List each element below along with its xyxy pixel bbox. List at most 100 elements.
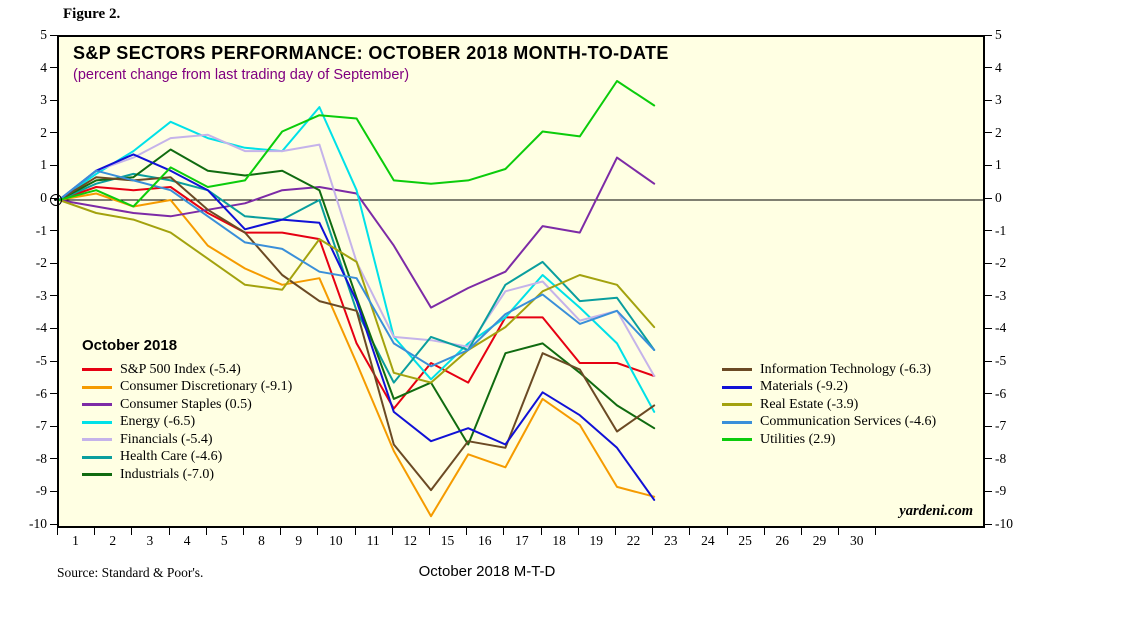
y-tick-label: -4	[995, 320, 1007, 336]
x-tick-label: 17	[515, 533, 529, 548]
x-tick-mark	[652, 528, 654, 535]
source-note: Source: Standard & Poor's.	[57, 565, 204, 580]
series-line-utilities	[59, 80, 656, 208]
y-tick-label: -3	[35, 287, 47, 303]
y-tick-label: -3	[995, 287, 1007, 303]
x-tick-mark	[763, 528, 765, 535]
legend-row-real-estate: Real Estate (-3.9)	[722, 396, 936, 414]
x-axis-labels: 1 2 3 4 5 8 9 10 11 12 15 16 17 18 19 22 23 24 25 26 29 30	[57, 533, 985, 549]
y-tick-label: -4	[35, 320, 47, 336]
legend-label: Energy (-6.5)	[120, 414, 196, 430]
y-tick-label: -10	[995, 516, 1013, 531]
y-tick-mark	[985, 262, 992, 264]
legend-swatch	[722, 385, 752, 389]
x-tick-mark	[615, 528, 616, 535]
x-tick-mark	[317, 528, 319, 535]
legend-row-health-care: Health Care (-4.6)	[82, 449, 292, 467]
legend-column-1: S&P 500 Index (-5.4) Consumer Discretiona…	[82, 361, 292, 484]
x-tick-mark	[280, 528, 282, 535]
chart-plot-area: S&P SECTORS PERFORMANCE: OCTOBER 2018 MO…	[57, 35, 985, 528]
y-tick-label: -7	[35, 418, 47, 434]
y-tick-mark	[50, 327, 57, 329]
legend-swatch	[82, 368, 112, 372]
x-tick-mark	[131, 528, 133, 535]
y-tick-label: -2	[995, 255, 1007, 271]
y-tick-mark	[985, 490, 992, 492]
legend-swatch	[82, 455, 112, 459]
legend-swatch	[722, 368, 752, 372]
legend-label: Consumer Staples (0.5)	[120, 396, 252, 412]
x-tick-label: 16	[477, 533, 492, 548]
legend-row-utilities: Utilities (2.9)	[722, 431, 936, 449]
y-tick-mark	[985, 230, 992, 232]
legend-row-s-p-500-index: S&P 500 Index (-5.4)	[82, 361, 292, 379]
legend-swatch	[722, 438, 752, 442]
branding-yardeni: yardeni.com	[899, 503, 973, 519]
y-tick-mark	[50, 164, 57, 166]
legend-swatch	[82, 473, 112, 477]
legend-swatch	[722, 420, 752, 424]
series-line-communication-services	[59, 169, 656, 368]
legend-column-2: Information Technology (-6.3) Materials (…	[722, 361, 936, 449]
y-tick-label: 3	[40, 92, 47, 108]
x-tick-mark	[801, 528, 802, 535]
y-tick-label: 5	[995, 27, 1002, 42]
legend-label: Communication Services (-4.6)	[760, 414, 937, 430]
y-tick-mark	[50, 490, 57, 492]
x-tick-label: 19	[589, 533, 604, 548]
y-tick-mark	[985, 67, 992, 69]
x-tick-label: 24	[701, 533, 715, 548]
y-tick-mark	[50, 360, 57, 362]
x-tick-label: 12	[403, 533, 418, 548]
x-tick-mark	[875, 528, 877, 535]
y-tick-mark	[985, 425, 992, 427]
legend-label: S&P 500 Index (-5.4)	[120, 361, 241, 377]
x-tick-label: 23	[663, 533, 678, 548]
y-tick-label: 1	[995, 157, 1002, 173]
chart-title: S&P SECTORS PERFORMANCE: OCTOBER 2018 MO…	[73, 43, 669, 63]
legend-row-materials: Materials (-9.2)	[722, 379, 936, 397]
x-tick-label: 5	[220, 533, 228, 548]
legend-swatch	[82, 403, 112, 407]
y-axis-left-labels: 5 4 3 2 1 0 -1 -2 -3 -4 -5 -6 -7 -8 -9 -10	[0, 27, 47, 531]
y-tick-label: -10	[29, 516, 47, 531]
x-tick-mark	[243, 528, 244, 535]
y-tick-mark	[50, 523, 57, 525]
x-tick-mark	[391, 528, 393, 535]
y-tick-label: -5	[35, 353, 47, 368]
series-line-consumer-discretionary	[59, 192, 656, 518]
y-tick-label: 1	[40, 157, 47, 173]
y-axis-right-labels: 5 4 3 2 1 0 -1 -2 -3 -4 -5 -6 -7 -8 -9 -10	[995, 27, 1035, 531]
chart-subtitle: (percent change from last trading day of…	[73, 67, 410, 83]
legend-row-information-technology: Information Technology (-6.3)	[722, 361, 936, 379]
y-tick-mark	[50, 132, 57, 134]
x-tick-label: 10	[329, 533, 343, 548]
y-tick-label: -8	[995, 450, 1007, 466]
legend-label: Industrials (-7.0)	[120, 466, 215, 482]
x-tick-label: 9	[295, 533, 303, 548]
plot-svg	[59, 80, 983, 518]
y-tick-mark	[50, 230, 57, 232]
legend-row-communication-services: Communication Services (-4.6)	[722, 414, 936, 432]
x-tick-mark	[726, 528, 728, 535]
x-tick-label: 26	[775, 533, 790, 548]
y-tick-label: 2	[40, 124, 47, 140]
figure-label: Figure 2.	[63, 6, 121, 22]
y-tick-label: -9	[995, 483, 1007, 499]
legend-row-consumer-staples: Consumer Staples (0.5)	[82, 396, 292, 414]
legend-row-energy: Energy (-6.5)	[82, 414, 292, 432]
y-tick-mark	[985, 458, 992, 460]
legend-swatch	[82, 420, 112, 424]
y-tick-mark	[985, 523, 992, 525]
legend-swatch	[82, 385, 112, 389]
y-tick-mark	[985, 197, 992, 199]
legend-row-financials: Financials (-5.4)	[82, 431, 292, 449]
legend-swatch	[82, 438, 112, 442]
x-tick-mark	[540, 528, 542, 535]
y-tick-label: -5	[995, 353, 1007, 368]
y-tick-mark	[50, 458, 57, 460]
legend-label: Financials (-5.4)	[120, 431, 213, 447]
legend-label: Real Estate (-3.9)	[760, 396, 859, 412]
x-axis-title: October 2018 M-T-D	[418, 563, 556, 580]
y-tick-label: 0	[40, 190, 47, 205]
